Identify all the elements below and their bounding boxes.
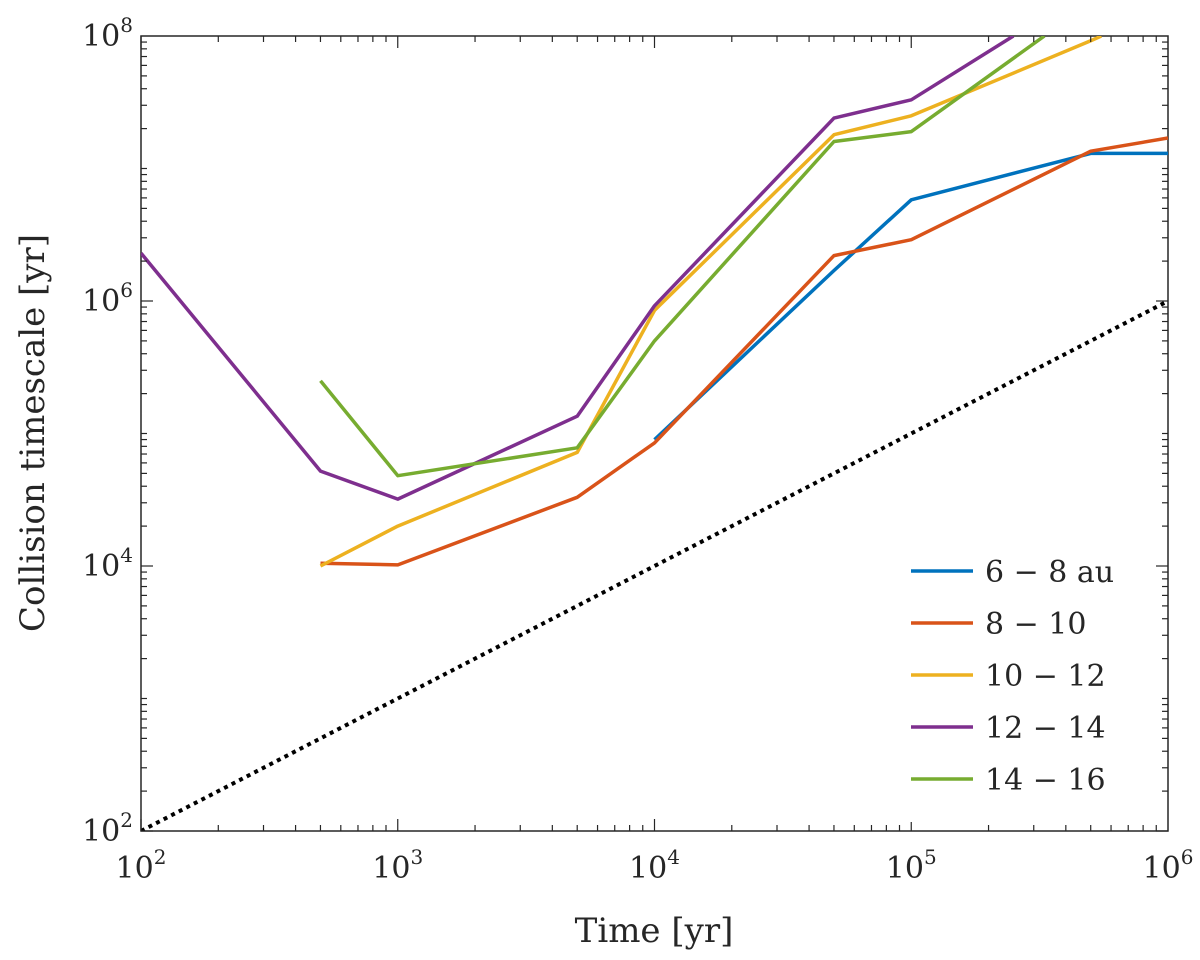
- legend-label: 12 − 14: [985, 711, 1106, 746]
- y-tick-label: 102: [82, 808, 133, 849]
- series-line: [653, 151, 1168, 441]
- series-lines: [141, 36, 1168, 831]
- legend-box: [893, 544, 1145, 822]
- series-line: [319, 36, 1046, 478]
- series-line: [141, 36, 1015, 501]
- y-tick-label: 104: [82, 543, 133, 584]
- y-tick-label: 106: [82, 278, 133, 319]
- y-tick-label: 108: [82, 13, 133, 54]
- legend-label: 10 − 12: [985, 659, 1106, 694]
- legend-label: 8 − 10: [985, 607, 1086, 642]
- plot-area: [140, 35, 1169, 832]
- x-tick-label: 104: [629, 845, 680, 886]
- x-tick-label: 105: [886, 845, 937, 886]
- reference-line-dotted: [141, 299, 1168, 831]
- x-axis-ticks: 102 103 104 105 106: [116, 36, 1194, 886]
- legend-label: 14 − 16: [985, 763, 1106, 798]
- x-axis-label: Time [yr]: [575, 911, 734, 951]
- legend-label: 6 − 8 au: [985, 555, 1114, 590]
- series-line: [319, 36, 1103, 568]
- x-tick-label: 102: [116, 845, 167, 886]
- x-tick-label: 103: [372, 845, 423, 886]
- x-tick-label: 106: [1143, 845, 1194, 886]
- y-axis-ticks: 102 104 106 108: [82, 13, 1168, 849]
- series-line: [320, 136, 1168, 567]
- y-axis-label: Collision timescale [yr]: [13, 234, 53, 632]
- legend: 6 − 8 au 8 − 10 10 − 12 12 − 14 14 − 16: [893, 544, 1145, 822]
